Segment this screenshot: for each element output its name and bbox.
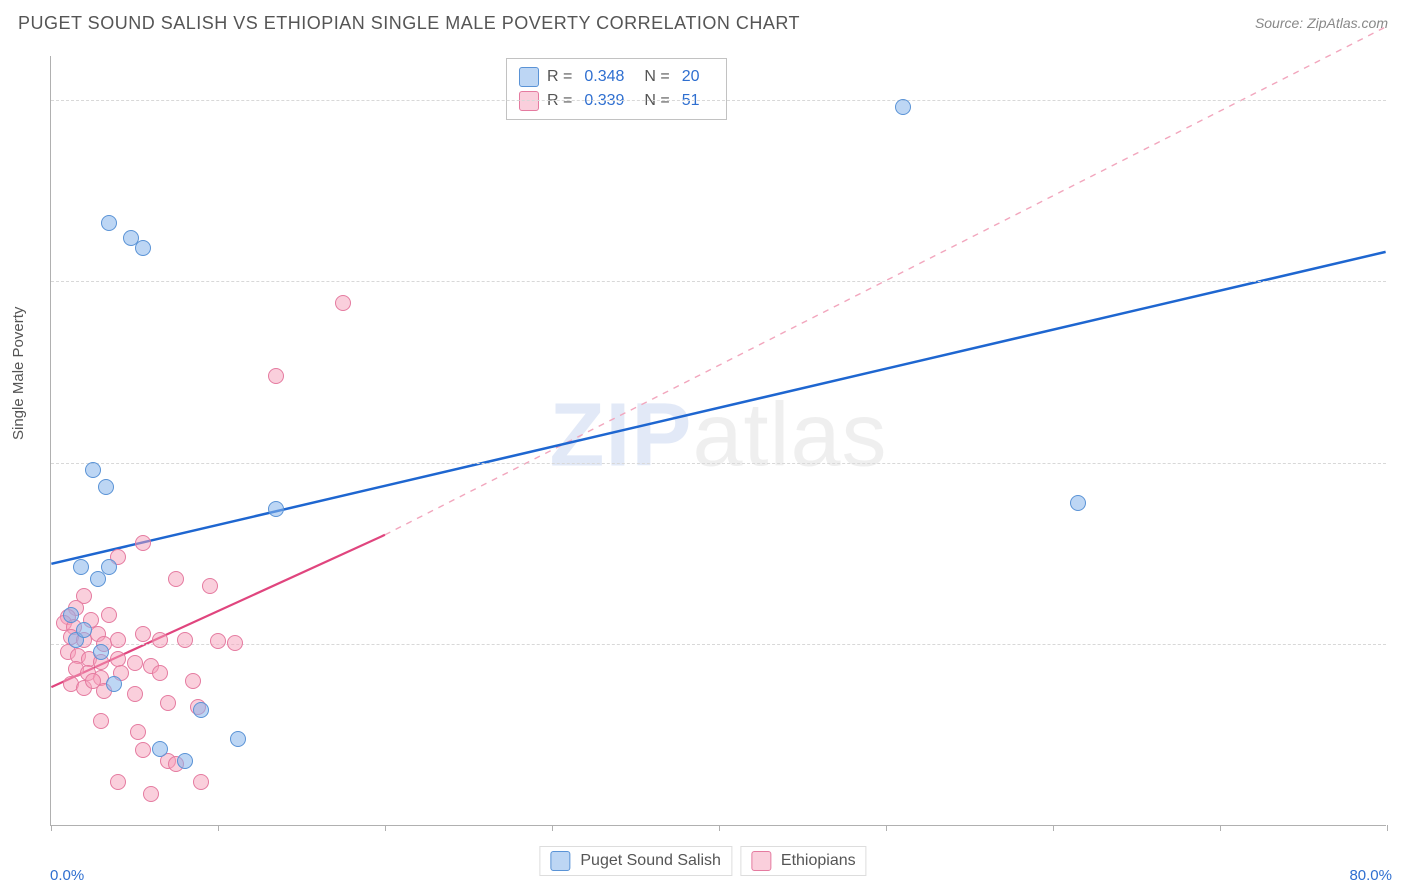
x-tick: [1387, 825, 1388, 831]
data-point-ethiopians: [185, 673, 201, 689]
data-point-salish: [101, 215, 117, 231]
data-point-salish: [177, 753, 193, 769]
data-point-salish: [268, 501, 284, 517]
x-tick: [51, 825, 52, 831]
series-legend-salish: Puget Sound Salish: [539, 846, 732, 876]
data-point-ethiopians: [110, 632, 126, 648]
stats-legend-row-salish: R =0.348 N =20: [519, 65, 712, 89]
series-label-ethiopians: Ethiopians: [781, 852, 856, 870]
data-point-ethiopians: [210, 633, 226, 649]
x-tick: [385, 825, 386, 831]
y-tick-label: 37.5%: [1396, 273, 1406, 290]
watermark: ZIPatlas: [549, 384, 887, 487]
data-point-ethiopians: [177, 632, 193, 648]
data-point-salish: [101, 559, 117, 575]
gridline: [51, 281, 1386, 282]
x-tick: [218, 825, 219, 831]
data-point-salish: [193, 702, 209, 718]
data-point-ethiopians: [268, 368, 284, 384]
plot-area: ZIPatlas R =0.348 N =20 R =0.339 N =51 1…: [50, 56, 1386, 826]
data-point-ethiopians: [160, 695, 176, 711]
x-tick: [719, 825, 720, 831]
trend-line: [51, 252, 1385, 564]
data-point-ethiopians: [93, 713, 109, 729]
data-point-salish: [135, 240, 151, 256]
x-axis-min-label: 0.0%: [50, 867, 84, 884]
chart-source: Source: ZipAtlas.com: [1255, 15, 1388, 31]
data-point-ethiopians: [110, 774, 126, 790]
gridline: [51, 100, 1386, 101]
series-label-salish: Puget Sound Salish: [580, 852, 721, 870]
y-tick-label: 12.5%: [1396, 636, 1406, 653]
swatch-salish: [550, 851, 570, 871]
data-point-ethiopians: [193, 774, 209, 790]
swatch-salish: [519, 67, 539, 87]
gridline: [51, 463, 1386, 464]
data-point-salish: [76, 622, 92, 638]
data-point-ethiopians: [152, 665, 168, 681]
data-point-salish: [1070, 495, 1086, 511]
chart-title: PUGET SOUND SALISH VS ETHIOPIAN SINGLE M…: [18, 13, 800, 34]
data-point-salish: [106, 676, 122, 692]
series-legend-ethiopians: Ethiopians: [740, 846, 867, 876]
data-point-ethiopians: [135, 626, 151, 642]
y-axis-label: Single Male Poverty: [10, 307, 27, 440]
data-point-salish: [152, 741, 168, 757]
data-point-ethiopians: [227, 635, 243, 651]
data-point-ethiopians: [152, 632, 168, 648]
x-tick: [1053, 825, 1054, 831]
trendlines-layer: [51, 56, 1386, 825]
data-point-ethiopians: [202, 578, 218, 594]
swatch-ethiopians: [519, 91, 539, 111]
data-point-ethiopians: [143, 786, 159, 802]
y-tick-label: 25.0%: [1396, 454, 1406, 471]
swatch-ethiopians: [751, 851, 771, 871]
gridline: [51, 644, 1386, 645]
data-point-salish: [85, 462, 101, 478]
data-point-ethiopians: [135, 535, 151, 551]
data-point-ethiopians: [135, 742, 151, 758]
x-tick: [552, 825, 553, 831]
data-point-salish: [98, 479, 114, 495]
data-point-ethiopians: [101, 607, 117, 623]
stats-legend-row-ethiopians: R =0.339 N =51: [519, 89, 712, 113]
data-point-salish: [93, 644, 109, 660]
data-point-ethiopians: [127, 686, 143, 702]
data-point-salish: [230, 731, 246, 747]
data-point-salish: [73, 559, 89, 575]
y-tick-label: 50.0%: [1396, 91, 1406, 108]
data-point-salish: [895, 99, 911, 115]
x-tick: [886, 825, 887, 831]
data-point-ethiopians: [110, 651, 126, 667]
data-point-ethiopians: [335, 295, 351, 311]
data-point-ethiopians: [127, 655, 143, 671]
data-point-ethiopians: [130, 724, 146, 740]
series-legend: Puget Sound Salish Ethiopians: [539, 846, 866, 876]
data-point-salish: [63, 607, 79, 623]
x-axis-max-label: 80.0%: [1349, 867, 1392, 884]
stats-legend: R =0.348 N =20 R =0.339 N =51: [506, 58, 727, 120]
data-point-ethiopians: [168, 571, 184, 587]
x-tick: [1220, 825, 1221, 831]
data-point-ethiopians: [85, 673, 101, 689]
